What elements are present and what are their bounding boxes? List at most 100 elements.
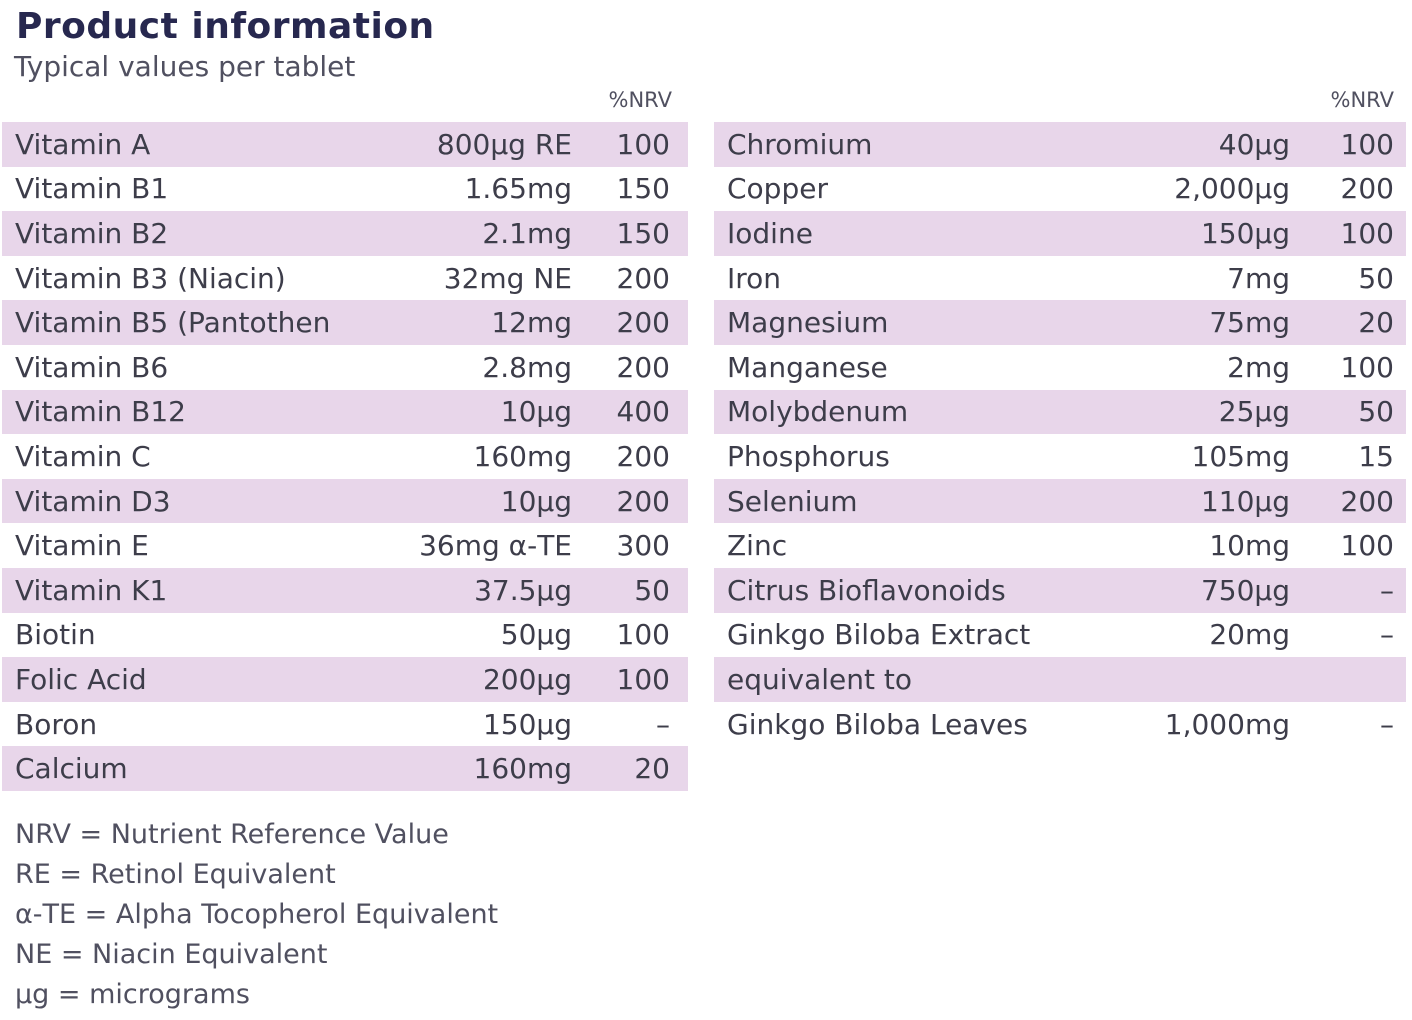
nutrient-amount: 32mg NE: [443, 261, 572, 295]
nutrient-amount: 200µg: [482, 662, 572, 696]
nutrient-amount: 10µg: [500, 484, 572, 518]
footnote: NRV = Nutrient Reference Value: [15, 819, 449, 850]
table-row: Vitamin B2 2.1mg 150: [2, 211, 688, 256]
footnote: RE = Retinol Equivalent: [15, 859, 336, 890]
table-row: Copper 2,000µg 200: [714, 167, 1406, 212]
table-row: Ginkgo Biloba Extract 20mg –: [714, 613, 1406, 658]
table-row: Citrus Bioflavonoids 750µg –: [714, 567, 1406, 613]
nutrient-name: Selenium: [727, 484, 858, 518]
nutrient-amount: 2mg: [1227, 350, 1290, 384]
nutrient-amount: 2,000µg: [1174, 172, 1290, 206]
minerals-table: %NRV Chromium 40µg 100 Copper 2,000µg 200 Iodi…: [714, 88, 1406, 747]
nutrient-name: Citrus Bioflavonoids: [727, 573, 1006, 607]
table-row: equivalent to: [714, 657, 1406, 702]
nutrient-nrv: 200: [1340, 484, 1394, 518]
nutrient-name: Boron: [15, 707, 98, 741]
nutrient-nrv: 100: [1340, 216, 1394, 250]
nutrient-nrv: 50: [1358, 395, 1394, 429]
nutrient-nrv: 100: [1340, 529, 1394, 563]
table-row: Vitamin B1 1.65mg 150: [2, 167, 688, 212]
nutrient-nrv: 50: [1358, 261, 1394, 295]
nutrient-name: Phosphorus: [727, 439, 890, 473]
nutrient-amount: 2.1mg: [482, 216, 572, 250]
nutrient-name: Molybdenum: [727, 395, 909, 429]
table-row: Vitamin B12 10µg 400: [2, 389, 688, 435]
nutrient-amount: 37.5µg: [474, 573, 572, 607]
nutrient-nrv: 20: [1358, 306, 1394, 340]
nutrient-nrv: 200: [616, 306, 670, 340]
nutrient-amount: 25µg: [1218, 395, 1290, 429]
nutrient-amount: 40µg: [1218, 127, 1290, 161]
nutrient-name: Vitamin K1: [15, 573, 168, 607]
table-row: Selenium 110µg 200: [714, 478, 1406, 524]
nutrient-nrv: –: [1380, 707, 1394, 741]
table-row: Vitamin E 36mg α-TE 300: [2, 523, 688, 568]
table-row: Calcium 160mg 20: [2, 746, 688, 791]
nutrient-name: Vitamin A: [15, 127, 151, 161]
nutrient-name: equivalent to: [727, 662, 912, 696]
nutrient-nrv: –: [1380, 573, 1394, 607]
footnotes: NRV = Nutrient Reference Value RE = Reti…: [15, 815, 498, 1015]
nutrient-name: Zinc: [727, 529, 788, 563]
nutrient-name: Copper: [727, 172, 828, 206]
nutrient-name: Iodine: [727, 216, 813, 250]
nutrient-nrv: 50: [634, 573, 670, 607]
table-row: Folic Acid 200µg 100: [2, 657, 688, 702]
table-row: Boron 150µg –: [2, 702, 688, 747]
table-row: Magnesium 75mg 20: [714, 300, 1406, 345]
nutrient-name: Vitamin B2: [15, 216, 169, 250]
table-row: Biotin 50µg 100: [2, 613, 688, 658]
nutrient-amount: 50µg: [500, 618, 572, 652]
nutrient-amount: 110µg: [1200, 484, 1290, 518]
nutrient-nrv: 300: [616, 529, 670, 563]
nutrient-name: Vitamin D3: [15, 484, 171, 518]
nutrient-nrv: 100: [616, 618, 670, 652]
table-row: Zinc 10mg 100: [714, 523, 1406, 568]
table-row: Vitamin B6 2.8mg 200: [2, 345, 688, 390]
nutrient-name: Vitamin B3 (Niacin): [15, 261, 286, 295]
nrv-column-header: %NRV: [1330, 88, 1394, 112]
nutrient-name: Folic Acid: [15, 662, 147, 696]
table-row: Vitamin D3 10µg 200: [2, 478, 688, 524]
nutrient-nrv: 20: [634, 752, 670, 786]
table-row: Manganese 2mg 100: [714, 345, 1406, 390]
nutrient-name: Ginkgo Biloba Leaves: [727, 707, 1028, 741]
nutrient-name: Biotin: [15, 618, 96, 652]
nutrient-name: Vitamin B12: [15, 395, 186, 429]
nutrient-nrv: 200: [616, 350, 670, 384]
table-row: Ginkgo Biloba Leaves 1,000mg –: [714, 702, 1406, 747]
footnote: α-TE = Alpha Tocopherol Equivalent: [15, 899, 499, 930]
nutrient-name: Magnesium: [727, 306, 889, 340]
table-row: Vitamin C 160mg 200: [2, 434, 688, 479]
nutrient-nrv: –: [1380, 618, 1394, 652]
table-row: Phosphorus 105mg 15: [714, 434, 1406, 479]
nutrient-amount: 150µg: [1200, 216, 1290, 250]
nutrient-nrv: 100: [1340, 350, 1394, 384]
nutrient-nrv: 150: [616, 216, 670, 250]
footnote: NE = Niacin Equivalent: [15, 939, 328, 970]
nutrient-name: Vitamin B1: [15, 172, 169, 206]
nutrient-amount: 75mg: [1209, 306, 1290, 340]
table-row: Vitamin B3 (Niacin) 32mg NE 200: [2, 256, 688, 301]
nutrient-nrv: 100: [616, 662, 670, 696]
nutrient-nrv: 200: [616, 439, 670, 473]
nutrient-amount: 36mg α-TE: [419, 529, 572, 563]
nutrient-amount: 750µg: [1200, 573, 1290, 607]
nutrient-nrv: 15: [1358, 439, 1394, 473]
table-row: Vitamin B5 (Pantothenic Acid) 12mg 200: [2, 300, 688, 345]
nutrient-amount: 10mg: [1209, 529, 1290, 563]
table-row: Chromium 40µg 100: [714, 122, 1406, 167]
nutrient-name: Iron: [727, 261, 782, 295]
page-subtitle: Typical values per tablet: [14, 50, 356, 83]
nutrient-amount: 7mg: [1227, 261, 1290, 295]
nutrient-name: Vitamin C: [15, 439, 151, 473]
vitamins-table: %NRV Vitamin A 800µg RE 100 Vitamin B1 1.65m…: [2, 88, 688, 791]
footnote: µg = micrograms: [15, 979, 250, 1010]
nutrient-amount: 800µg RE: [436, 127, 572, 161]
nutrient-amount: 12mg: [491, 306, 572, 340]
table-row: Molybdenum 25µg 50: [714, 389, 1406, 435]
nutrient-amount: 160mg: [473, 752, 573, 786]
nutrient-name: Vitamin B6: [15, 350, 169, 384]
nutrient-amount: 160mg: [473, 439, 573, 473]
nutrient-name: Vitamin B5 (Pantothenic Acid): [15, 306, 332, 340]
